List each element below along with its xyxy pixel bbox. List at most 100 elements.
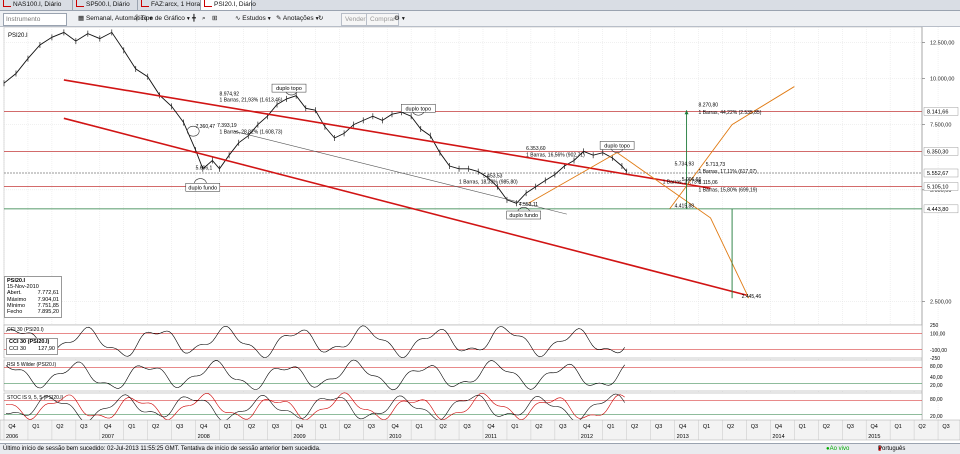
tab-label: FAZ:arcx, 1 Hora [151,1,201,8]
measure-annotation: 1 Barras, 15,80% (699,19) [699,187,758,193]
measure-annotation: 5.734,93 [675,161,695,167]
quarter-label: Q4 [679,424,686,430]
indicator-tick-label: 20,00 [930,414,943,420]
quarter-label: Q2 [631,424,638,430]
indicator-tick-label: 80,00 [930,397,943,403]
quarter-label: Q3 [272,424,279,430]
chevron-down-icon: ▼ [266,16,272,22]
quarter-label: Q2 [727,424,734,430]
toolbar: Instrumento ▦ Semanal, Automático▼ ┆ Tip… [0,11,960,27]
refresh-button[interactable]: ↻ [318,15,324,22]
tab-nas100[interactable]: NAS100.I, Diário [0,0,73,10]
tab-sp500[interactable]: SP500.I, Diário [73,0,138,10]
indicator-label: STOC IS 9, 5, 5 (PSI20.I) [7,395,64,401]
annotation-box [401,104,436,113]
quarter-label: Q1 [894,424,901,430]
indicator-pane [3,324,923,359]
chart-symbol-label: PSI20.I [8,33,28,39]
chart-icon [3,0,11,7]
projection-line-orange [528,152,750,299]
measure-annotation: 1 Barras, 27,73% [663,180,702,186]
quarter-label: Q1 [320,424,327,430]
level-label: 8.141,66 [927,109,948,115]
quarter-label: Q2 [248,424,255,430]
calendar-icon: ▦ [78,15,86,22]
candles-icon: ┆ [135,15,141,22]
quarter-label: Q2 [535,424,542,430]
quarter-label: Q3 [655,424,662,430]
chart-icon [141,0,149,7]
live-indicator: ● Ao vivo [826,446,850,452]
time-axis [0,419,960,441]
quarter-label: Q4 [8,424,15,430]
indicator-tick-label: -100,00 [930,348,947,354]
annotation-box [599,141,635,150]
quarter-label: Q1 [128,424,135,430]
instrument-input[interactable]: Instrumento [3,13,67,26]
measure-annotation: 1 Barras, 16,56% (902,71) [526,153,585,159]
quarter-label: Q3 [463,424,470,430]
indicator-label: CCI 30 (PSI20.I) [7,327,44,333]
tab-faz[interactable]: FAZ:arcx, 1 Hora [138,0,201,10]
measure-annotation: 6.353,60 [526,146,546,152]
pen-icon: ✎ [276,15,283,22]
level-label-box [923,168,959,178]
chart-area[interactable]: 12.500,00 10.000,00 7.500,00 5.000,00 2.500,… [0,26,960,446]
quarter-label: Q1 [799,424,806,430]
chart-type-dropdown[interactable]: ┆ Tipo de Gráfico▼ [135,15,191,22]
quarter-label: Q4 [871,424,878,430]
quarter-label: Q4 [487,424,494,430]
quarter-label: Q1 [607,424,614,430]
cursor-tool-button[interactable]: ╋ [192,15,196,22]
price-tick-label: 12.500,00 [930,40,954,46]
chevron-down-icon: ▼ [400,16,406,22]
quarter-label: Q4 [775,424,782,430]
indicator-label: RSI 5 Wilder (PSI20.I) [7,362,57,368]
level-label: 4.443,80 [927,207,948,213]
cci-legend-title: CCI 30 (PSI20.I) [9,339,50,345]
annotations-dropdown[interactable]: ✎ Anotações▼ [276,15,320,22]
quarter-label: Q3 [176,424,183,430]
indicator-pane [3,359,923,392]
pattern-annotation: duplo topo [405,106,431,112]
chevron-down-icon: ▼ [314,16,320,22]
indicator-line [5,359,625,391]
quarter-label: Q3 [751,424,758,430]
measure-annotation: 1 Barras, 21,93% (1.613,46) [220,98,283,104]
chevron-down-icon: ▼ [185,16,191,22]
measure-annotation: 1 Barras, 18,33% (985,80) [459,180,518,186]
quarter-label: Q2 [918,424,925,430]
quarter-label: Q2 [344,424,351,430]
indicator-line [5,392,625,421]
level-label-box [923,204,959,214]
quarter-label: Q1 [415,424,422,430]
measure-tool-button[interactable]: ⊞ [212,15,218,22]
measure-annotation: 5.696,1 [196,166,213,172]
year-label: 2015 [868,434,880,440]
tab-label: SP500.I, Diário [86,1,130,8]
info-symbol: PSI20.I [7,278,26,284]
quarter-label: Q1 [32,424,39,430]
buy-button[interactable]: Comprar [366,13,400,26]
measure-annotation: 7.360,47 [196,124,216,130]
level-label: 5.105,10 [927,185,948,191]
pattern-circle [186,125,200,137]
chart-icon [204,0,212,7]
zoom-tool-button[interactable]: ⌕ [202,15,206,22]
settings-dropdown[interactable]: ⚙▼ [394,13,406,24]
studies-dropdown[interactable]: ∿ Estudos▼ [235,15,272,22]
quarter-label: Q3 [559,424,566,430]
pattern-annotation: duplo topo [276,86,302,92]
indicator-pane [3,392,923,423]
pattern-annotation: duplo fundo [509,213,538,219]
quarter-label: Q1 [224,424,231,430]
period-dropdown[interactable]: ▦ Semanal, Automático▼ [78,15,154,22]
tab-bar: NAS100.I, Diário SP500.I, Diário FAZ:arc… [0,0,960,11]
tab-psi20[interactable]: PSI20.I, Diário [201,0,256,10]
year-label: 2013 [677,434,689,440]
tab-label: PSI20.I, Diário [214,1,256,8]
price-chart[interactable]: 12.500,00 10.000,00 7.500,00 5.000,00 2.500,… [0,26,960,446]
annotation-box [506,210,541,220]
target-arrow [684,110,689,115]
flag-icon: ▮ [878,446,882,452]
